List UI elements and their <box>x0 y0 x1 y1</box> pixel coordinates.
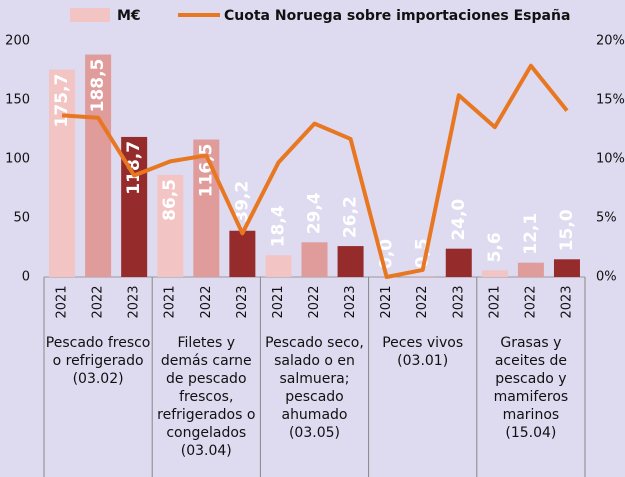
y-tick-label: 200 <box>5 34 30 49</box>
bar <box>157 174 184 277</box>
y2-tick-label: 0% <box>596 270 617 285</box>
value-label: 12,1 <box>521 213 541 255</box>
group-label: Pescado fresco o refrigerado (03.02) <box>45 335 151 387</box>
value-label: 188,5 <box>88 59 108 113</box>
y2-tick-label: 20% <box>596 34 625 49</box>
x-tick-label: 2021 <box>379 285 394 318</box>
value-label: 5,6 <box>485 232 505 262</box>
line-series <box>61 63 569 279</box>
bar <box>229 230 256 277</box>
x-tick-label: 2022 <box>415 285 430 318</box>
value-label: 26,2 <box>341 196 361 238</box>
y-tick-label: 50 <box>13 211 30 226</box>
x-tick-label: 2023 <box>559 285 574 318</box>
value-label: 29,4 <box>305 192 325 234</box>
x-tick-label: 2023 <box>451 285 466 318</box>
value-label: 24,0 <box>449 199 469 241</box>
group-label: Pescado seco, salado o en salmuera; pesc… <box>265 335 364 441</box>
x-tick-label: 2021 <box>55 285 70 318</box>
group-label: Filetes y demás carne de pescado frescos… <box>157 335 256 459</box>
value-label: 15,0 <box>557 209 577 251</box>
value-label: 118,7 <box>124 141 144 195</box>
group-label: Peces vivos (03.01) <box>382 335 464 369</box>
y-tick-label: 0 <box>22 270 30 285</box>
x-tick-label: 2023 <box>127 285 142 318</box>
x-tick-label: 2023 <box>235 285 250 318</box>
bar <box>337 246 364 277</box>
bar <box>301 242 328 277</box>
bar <box>85 54 112 277</box>
bar <box>193 139 220 277</box>
x-tick-label: 2021 <box>487 285 502 318</box>
group-label: Grasas y aceites de pescado y mamiferos … <box>493 335 569 441</box>
bar <box>409 276 436 277</box>
bar <box>49 69 76 277</box>
x-tick-label: 2021 <box>163 285 178 318</box>
x-tick-label: 2022 <box>307 285 322 318</box>
value-label: 39,2 <box>232 181 252 223</box>
x-tick-label: 2022 <box>91 285 106 318</box>
y2-tick-label: 5% <box>596 211 617 226</box>
bar <box>265 255 292 277</box>
bar <box>481 270 508 277</box>
x-tick-label: 2022 <box>523 285 538 318</box>
value-label: 86,5 <box>160 179 180 221</box>
value-label: 175,7 <box>52 74 72 128</box>
bar <box>445 248 472 277</box>
y2-tick-label: 10% <box>596 152 625 167</box>
x-tick-label: 2022 <box>199 285 214 318</box>
bar <box>517 262 544 277</box>
legend-label: Cuota Noruega sobre importaciones España <box>224 8 570 24</box>
x-tick-label: 2021 <box>271 285 286 318</box>
x-tick-label: 2023 <box>343 285 358 318</box>
y-tick-label: 150 <box>5 93 30 108</box>
y-tick-label: 100 <box>5 152 30 167</box>
legend-label: M€ <box>117 8 141 24</box>
legend-swatch <box>70 8 110 22</box>
y2-tick-label: 15% <box>596 93 625 108</box>
bar <box>553 259 580 277</box>
value-label: 18,4 <box>268 205 288 247</box>
